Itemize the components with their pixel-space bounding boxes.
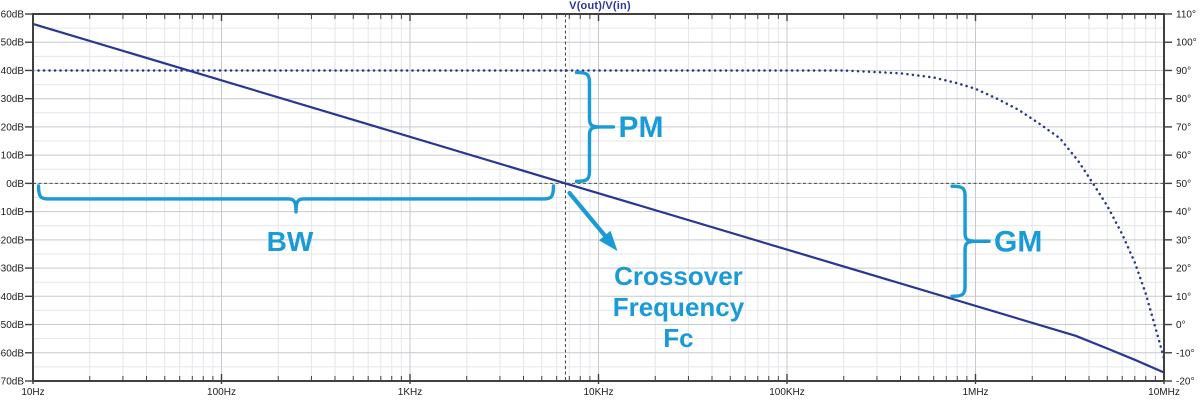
y-left-tick-label: 30dB <box>1 94 25 105</box>
x-tick-label: 100Hz <box>207 387 236 398</box>
y-left-tick-label: -30dB <box>0 264 24 275</box>
y-left-tick-label: -40dB <box>0 292 24 303</box>
y-right-tick-label: -20° <box>1176 377 1194 388</box>
crossover-arrow-line <box>567 190 609 240</box>
y-right-tick-label: 20° <box>1176 264 1191 275</box>
crossover-frequency-label: Fc <box>663 323 693 353</box>
x-tick-label: 1MHz <box>962 387 988 398</box>
y-right-tick-label: 80° <box>1176 94 1191 105</box>
crossover-arrow-head <box>598 230 618 251</box>
y-right-tick-label: 10° <box>1176 292 1191 303</box>
x-tick-label: 1KHz <box>398 387 422 398</box>
y-right-tick-label: 70° <box>1176 122 1191 133</box>
y-right-tick-label: 110° <box>1176 10 1196 21</box>
chart-title: V(out)/V(in) <box>569 0 631 12</box>
bw-brace <box>36 184 556 214</box>
y-left-tick-label: -60dB <box>0 348 24 359</box>
y-left-tick-label: -20dB <box>0 235 24 246</box>
y-right-tick-label: 40° <box>1176 207 1191 218</box>
phase-curve <box>31 69 1166 360</box>
y-left-tick-label: 10dB <box>1 151 25 162</box>
gm-brace <box>950 184 978 299</box>
crossover-frequency-label: Frequency <box>613 292 745 322</box>
x-tick-label: 10KHz <box>583 387 613 398</box>
gm-label: GM <box>994 225 1042 258</box>
curves <box>31 22 1166 374</box>
x-tick-label: 10Hz <box>21 387 44 398</box>
reference-lines <box>33 14 1164 381</box>
y-right-tick-label: 0° <box>1176 320 1186 331</box>
y-left-tick-label: 0dB <box>6 179 24 190</box>
x-tick-label: 100KHz <box>769 387 805 398</box>
bw-label: BW <box>267 226 314 257</box>
axis-labels: 60dB 50dB 40dB 30dB 20dB 10dB 0dB -10dB -20dB -30… <box>0 10 1197 399</box>
y-left-tick-label: 20dB <box>1 122 25 133</box>
gain-magnitude-curve <box>31 22 1166 374</box>
y-right-tick-label: -10° <box>1176 348 1194 359</box>
pm-label: PM <box>618 111 663 144</box>
y-right-tick-label: 30° <box>1176 235 1191 246</box>
y-left-tick-label: -50dB <box>0 320 24 331</box>
y-left-tick-label: -10dB <box>0 207 24 218</box>
y-left-tick-label: -70dB <box>0 377 24 388</box>
plot-border-and-ticks <box>25 13 1172 384</box>
y-right-tick-label: 60° <box>1176 151 1191 162</box>
y-left-tick-label: 60dB <box>1 10 25 21</box>
y-left-tick-label: 50dB <box>1 38 25 49</box>
y-right-tick-label: 100° <box>1176 38 1197 49</box>
y-right-tick-label: 90° <box>1176 66 1191 77</box>
x-tick-label: 10MHz <box>1148 387 1180 398</box>
y-left-tick-label: 40dB <box>1 66 25 77</box>
crossover-frequency-label: Crossover <box>614 261 743 291</box>
y-right-tick-label: 50° <box>1176 179 1191 190</box>
